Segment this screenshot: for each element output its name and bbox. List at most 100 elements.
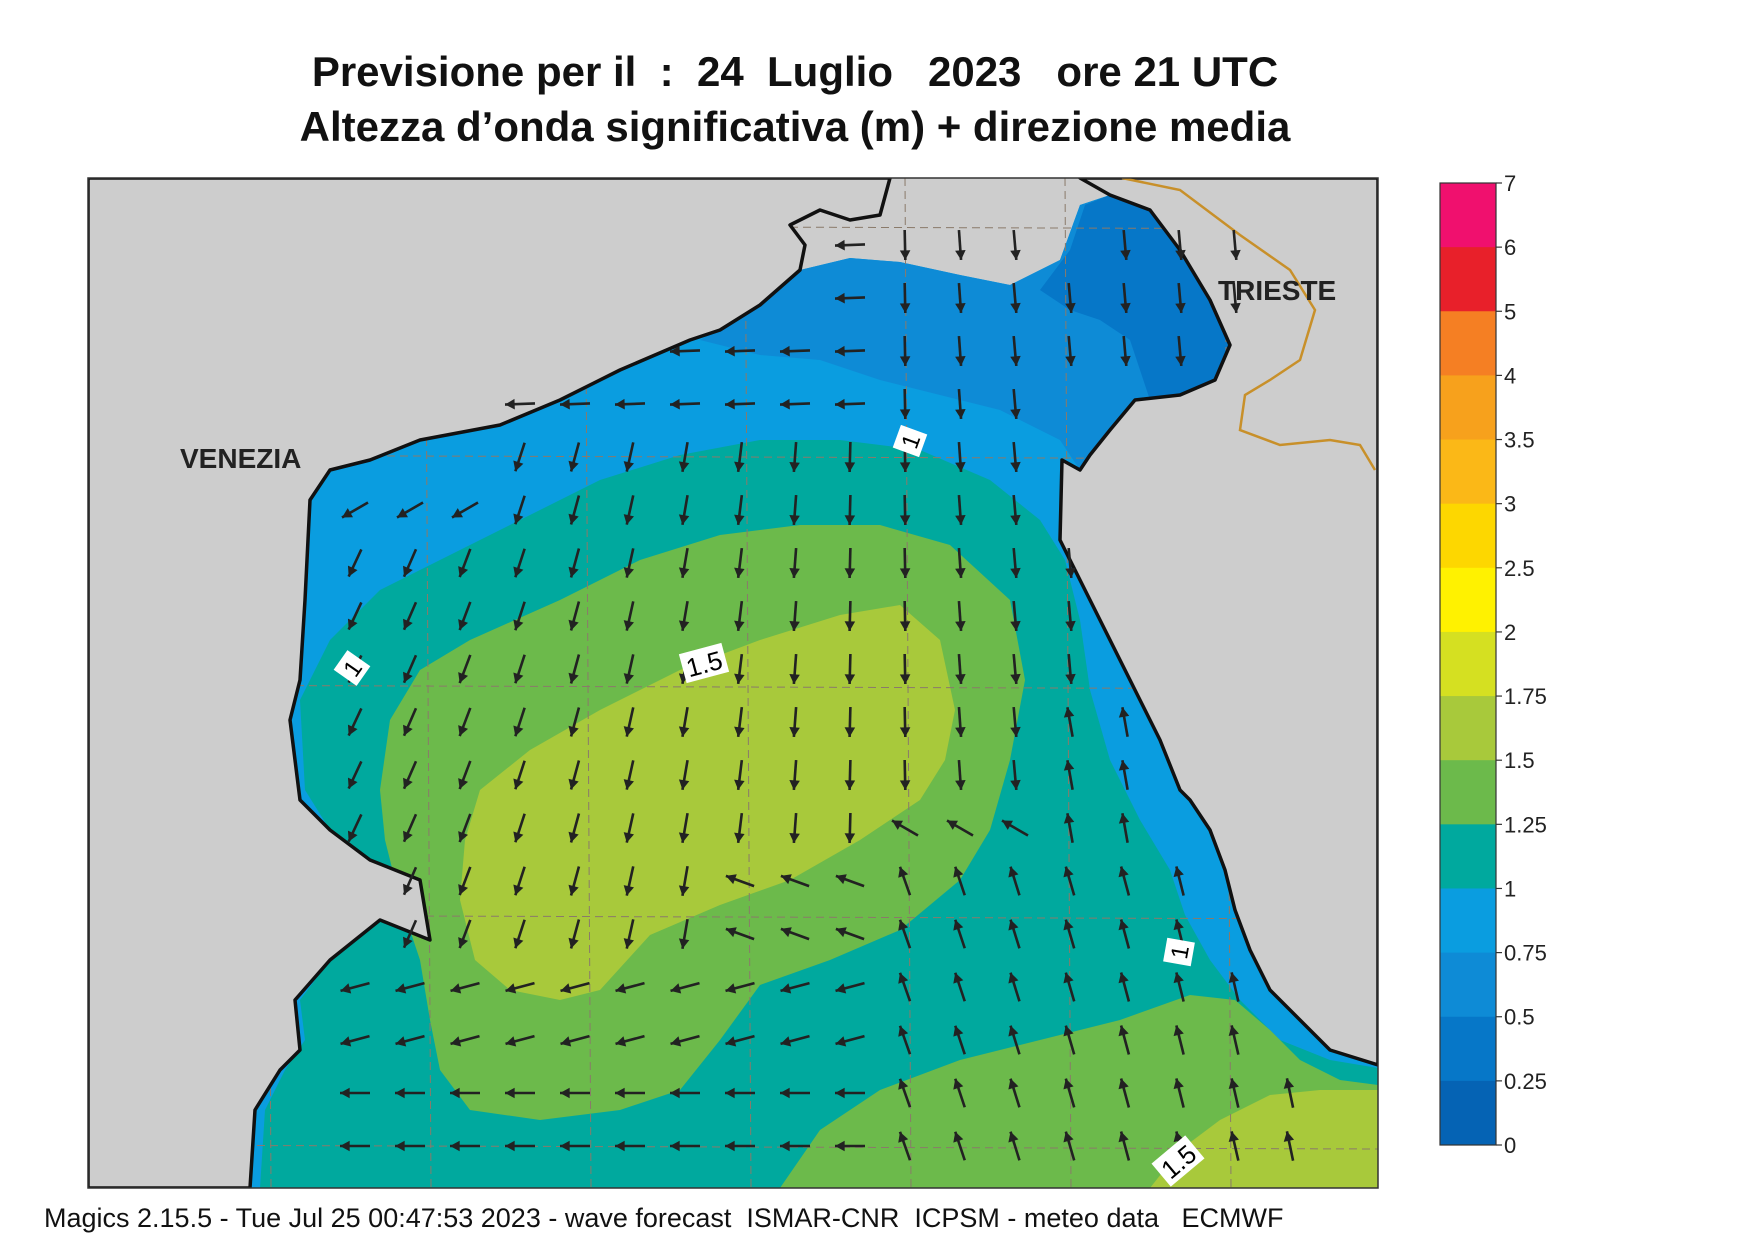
direction-arrow <box>844 547 856 579</box>
contour-label-bg <box>892 424 928 458</box>
direction-arrow <box>395 981 425 994</box>
direction-arrow <box>1228 972 1240 1002</box>
direction-arrow <box>623 813 635 843</box>
direction-arrow <box>1228 1131 1240 1161</box>
legend-label: 6 <box>1504 235 1516 260</box>
direction-arrow <box>402 654 418 684</box>
legend-swatch <box>1440 696 1496 761</box>
direction-arrow <box>560 1087 590 1099</box>
grid-parallel <box>88 1144 1378 1150</box>
direction-arrow <box>513 760 526 790</box>
direction-arrow <box>1008 1131 1021 1161</box>
direction-arrow <box>505 1034 535 1047</box>
direction-arrow <box>1010 282 1021 314</box>
direction-arrow <box>458 919 472 949</box>
direction-arrow <box>505 981 535 994</box>
direction-arrow <box>505 1087 535 1099</box>
direction-arrow <box>678 865 690 897</box>
direction-arrow <box>724 345 756 357</box>
legend-frame <box>1439 182 1497 1146</box>
direction-arrow <box>450 1034 480 1047</box>
direction-arrow <box>568 654 581 684</box>
direction-arrow <box>1065 653 1076 685</box>
direction-arrow <box>402 707 418 737</box>
direction-arrow <box>898 919 912 949</box>
direction-arrow <box>946 819 974 837</box>
direction-arrow <box>559 398 591 410</box>
direction-arrow <box>835 1087 865 1099</box>
direction-arrow <box>899 547 911 579</box>
direction-arrow <box>1001 819 1029 837</box>
direction-arrow <box>1008 866 1021 896</box>
direction-arrow <box>725 1034 755 1047</box>
direction-arrow <box>615 1034 645 1047</box>
direction-arrow <box>780 927 810 941</box>
direction-arrow <box>402 919 418 949</box>
direction-arrow <box>614 398 646 410</box>
direction-arrow <box>789 706 800 738</box>
direction-arrow <box>1010 229 1021 261</box>
direction-arrow <box>1010 441 1021 473</box>
direction-arrow <box>568 442 581 472</box>
direction-arrow <box>899 282 911 314</box>
direction-arrow <box>513 813 526 843</box>
direction-arrow <box>1120 282 1131 314</box>
direction-arrow <box>347 548 363 578</box>
direction-arrow <box>780 981 810 994</box>
direction-arrow <box>670 1087 700 1099</box>
legend-label: 1.5 <box>1504 748 1535 773</box>
direction-arrow <box>678 547 690 579</box>
direction-arrow <box>347 707 363 737</box>
direction-arrow <box>340 1034 370 1047</box>
direction-arrow <box>1228 1078 1240 1108</box>
direction-arrow <box>734 759 745 791</box>
direction-arrow <box>1120 335 1131 367</box>
direction-arrow <box>789 547 800 579</box>
city-label-venezia: VENEZIA <box>180 443 301 474</box>
direction-arrow <box>1063 760 1075 790</box>
direction-arrow <box>670 1034 700 1047</box>
direction-arrow <box>623 548 635 578</box>
direction-arrow <box>1010 547 1021 579</box>
contour-label-bg <box>1163 937 1195 967</box>
legend-label: 0 <box>1504 1133 1516 1158</box>
direction-arrow <box>898 1078 912 1108</box>
direction-arrow <box>725 981 755 994</box>
direction-arrow <box>899 335 911 367</box>
direction-arrow <box>451 501 479 519</box>
contour-label-bg <box>333 650 371 686</box>
direction-arrow <box>623 495 635 525</box>
direction-arrow <box>402 813 418 843</box>
direction-arrow <box>504 398 536 410</box>
direction-arrow <box>513 919 526 949</box>
direction-arrow <box>1008 919 1021 949</box>
direction-arrow <box>513 601 526 631</box>
direction-arrow <box>1118 813 1130 843</box>
map-title: Previsione per il : 24 Luglio 2023 ore 2… <box>311 48 1279 95</box>
legend-swatch <box>1440 952 1496 1018</box>
direction-arrow <box>734 812 745 844</box>
legend-label: 3.5 <box>1504 428 1535 453</box>
direction-arrow <box>789 812 800 844</box>
direction-arrow <box>834 292 866 304</box>
direction-arrow <box>898 866 912 896</box>
map-frame <box>87 177 1379 1189</box>
direction-arrow <box>1008 1078 1021 1108</box>
direction-arrow <box>1010 335 1021 367</box>
direction-arrow <box>1175 282 1186 314</box>
direction-arrow <box>402 760 418 790</box>
city-label-trieste: TRIESTE <box>1218 275 1336 306</box>
direction-arrow <box>568 601 581 631</box>
direction-arrow <box>568 495 581 525</box>
direction-arrow <box>1063 1131 1076 1161</box>
direction-arrow <box>834 398 866 410</box>
direction-arrow <box>1283 1131 1295 1161</box>
direction-arrow <box>1283 1078 1295 1108</box>
direction-arrow <box>513 548 526 578</box>
legend-label: 0.5 <box>1504 1005 1535 1030</box>
direction-arrow <box>347 813 363 843</box>
direction-arrow <box>789 759 800 791</box>
direction-arrow <box>623 442 635 472</box>
direction-arrow <box>725 874 755 888</box>
